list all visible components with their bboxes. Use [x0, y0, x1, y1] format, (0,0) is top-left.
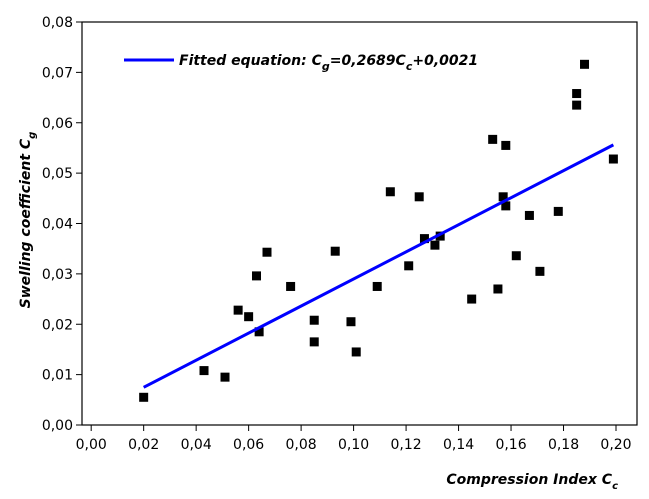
data-point [488, 134, 498, 144]
x-tick-label: 0,08 [286, 437, 317, 453]
data-point [309, 315, 319, 325]
legend-label-part: +0,0021 [412, 53, 478, 69]
data-point [404, 261, 414, 271]
data-point [330, 246, 340, 256]
data-point [220, 372, 230, 382]
x-tick-label: 0,14 [443, 437, 474, 453]
data-point [262, 247, 272, 257]
data-point [286, 281, 296, 291]
legend: Fitted equation: Cg=0,2689Cc+0,0021 [124, 53, 478, 73]
legend-label-sub: c [406, 60, 413, 73]
y-tick-label: 0,03 [42, 267, 73, 283]
y-tick-label: 0,05 [42, 166, 73, 182]
fit-line [142, 143, 615, 389]
x-tick-label: 0,04 [181, 437, 212, 453]
x-tick-label: 0,12 [390, 437, 421, 453]
data-point [139, 392, 149, 402]
x-label-main: Compression Index C [446, 472, 612, 488]
y-label-sub: g [27, 132, 38, 139]
legend-label: Fitted equation: Cg=0,2689Cc+0,0021 [179, 53, 478, 73]
y-tick-label: 0,01 [42, 368, 73, 384]
data-point [608, 154, 618, 164]
data-point [430, 240, 440, 250]
data-point [553, 206, 563, 216]
data-point [414, 192, 424, 202]
data-point [511, 251, 521, 261]
data-point [351, 347, 361, 357]
data-point [385, 187, 395, 197]
data-point [252, 271, 262, 281]
data-point [233, 305, 243, 315]
data-point [498, 192, 508, 202]
data-point [244, 312, 254, 322]
y-axis-label: Swelling coefficient Cg [18, 132, 38, 309]
y-tick-label: 0,00 [42, 418, 73, 434]
data-point [419, 234, 429, 244]
y-tick-label: 0,02 [42, 317, 73, 333]
x-tick-label: 0,18 [548, 437, 579, 453]
x-tick-label: 0,10 [338, 437, 369, 453]
y-tick-label: 0,06 [42, 116, 73, 132]
data-point [572, 100, 582, 110]
y-tick-label: 0,07 [42, 65, 73, 81]
data-point [580, 59, 590, 69]
x-label-sub: c [612, 481, 618, 492]
x-tick-label: 0,06 [233, 437, 264, 453]
data-point [524, 210, 534, 220]
x-tick-label: 0,02 [128, 437, 159, 453]
data-point [572, 89, 582, 99]
data-point [372, 281, 382, 291]
data-point [501, 201, 511, 211]
y-tick-label: 0,04 [42, 217, 73, 233]
data-point [535, 266, 545, 276]
data-point [435, 231, 445, 241]
data-point [346, 317, 356, 327]
legend-label-part: =0,2689C [330, 53, 407, 69]
x-tick-label: 0,16 [495, 437, 526, 453]
y-label-main: Swelling coefficient C [18, 138, 34, 308]
legend-label-part: Fitted equation: C [179, 53, 323, 69]
x-tick-label: 0,20 [600, 437, 631, 453]
plot-frame [81, 21, 638, 426]
data-point [199, 366, 209, 376]
data-point [493, 284, 503, 294]
data-point [309, 337, 319, 347]
x-axis-label: Compression Index Cc [446, 472, 618, 492]
data-point [501, 140, 511, 150]
x-tick-label: 0,00 [76, 437, 107, 453]
y-tick-label: 0,08 [42, 15, 73, 31]
legend-label-sub: g [322, 60, 330, 73]
data-point [467, 294, 477, 304]
data-point [254, 327, 264, 337]
